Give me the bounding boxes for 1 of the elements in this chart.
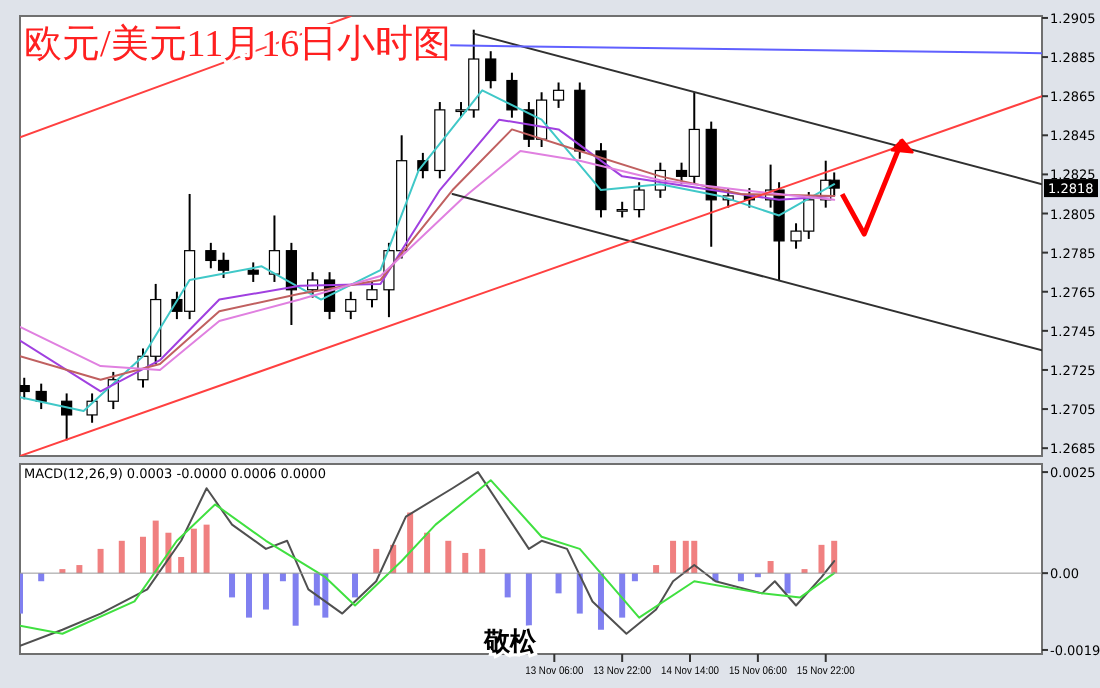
annotation: 敬松 [482, 626, 538, 656]
